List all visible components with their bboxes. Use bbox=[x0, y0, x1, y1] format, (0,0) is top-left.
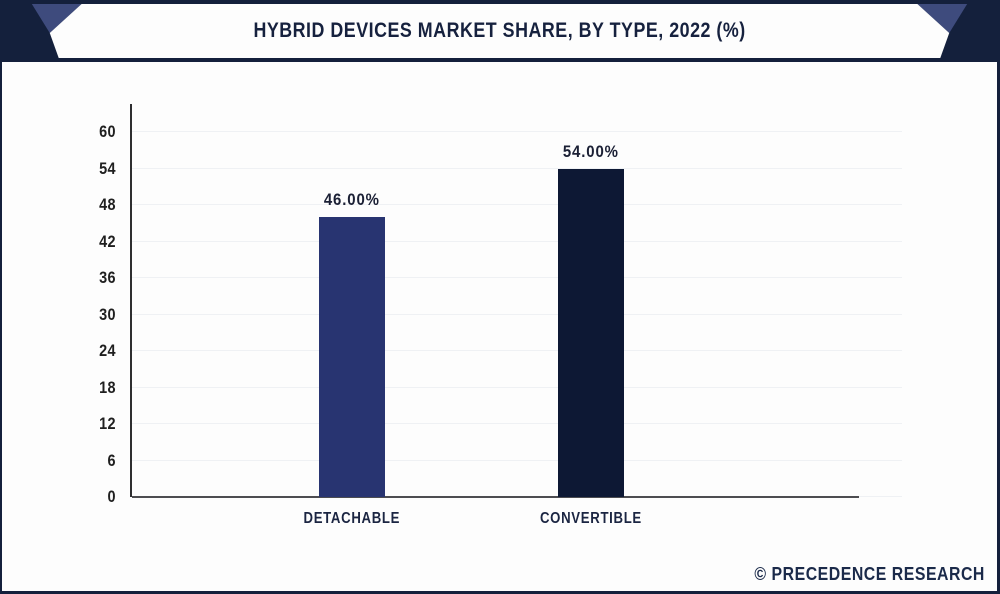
chart-title: HYBRID DEVICES MARKET SHARE, BY TYPE, 20… bbox=[253, 19, 746, 42]
x-axis-line bbox=[132, 496, 859, 498]
gridline-6 bbox=[132, 459, 902, 461]
y-tick-label-18: 18 bbox=[99, 377, 116, 397]
y-tick-label-30: 30 bbox=[99, 304, 116, 324]
category-label-convertible: CONVERTIBLE bbox=[539, 510, 642, 527]
bar-chart: 0 6 12 18 24 30 36 42 48 54 60 46.00% DETACHABLE 54.… bbox=[2, 62, 997, 562]
bar-value-label-detachable: 46.00% bbox=[323, 190, 380, 210]
header-banner: HYBRID DEVICES MARKET SHARE, BY TYPE, 20… bbox=[2, 0, 997, 62]
gridline-60 bbox=[132, 131, 902, 132]
category-label-detachable: DETACHABLE bbox=[303, 510, 400, 527]
header-title-panel bbox=[49, 4, 950, 58]
gridline-36 bbox=[132, 277, 902, 278]
y-tick-label-0: 0 bbox=[107, 487, 116, 506]
y-tick-label-60: 60 bbox=[99, 122, 116, 141]
bar-convertible[interactable] bbox=[557, 168, 624, 497]
watermark: © PRECEDENCE RESEARCH bbox=[723, 564, 985, 585]
gridline-42 bbox=[132, 240, 902, 242]
y-tick-label-24: 24 bbox=[99, 341, 116, 360]
y-tick-label-6: 6 bbox=[107, 450, 116, 470]
gridline-18 bbox=[132, 386, 902, 388]
watermark-text: © PRECEDENCE RESEARCH bbox=[754, 564, 985, 584]
y-tick-label-36: 36 bbox=[99, 268, 116, 287]
gridline-24 bbox=[132, 350, 902, 351]
bar-detachable[interactable] bbox=[318, 217, 385, 497]
plot-area: 46.00% DETACHABLE 54.00% CONVERTIBLE bbox=[132, 104, 902, 527]
header-accent-right bbox=[917, 4, 968, 33]
header-ribbon-graphic bbox=[2, 0, 997, 62]
gridline-54 bbox=[132, 167, 902, 169]
y-tick-label-54: 54 bbox=[99, 158, 116, 178]
gridline-12 bbox=[132, 423, 902, 424]
gridline-30 bbox=[132, 313, 902, 315]
y-tick-label-48: 48 bbox=[99, 195, 116, 214]
header-accent-left bbox=[31, 4, 82, 33]
header-title-wrap: HYBRID DEVICES MARKET SHARE, BY TYPE, 20… bbox=[2, 4, 997, 58]
y-axis-line bbox=[130, 104, 132, 497]
bar-value-label-convertible: 54.00% bbox=[562, 141, 619, 161]
y-tick-label-42: 42 bbox=[99, 231, 116, 251]
y-tick-label-12: 12 bbox=[99, 414, 116, 433]
gridline-48 bbox=[132, 204, 902, 205]
